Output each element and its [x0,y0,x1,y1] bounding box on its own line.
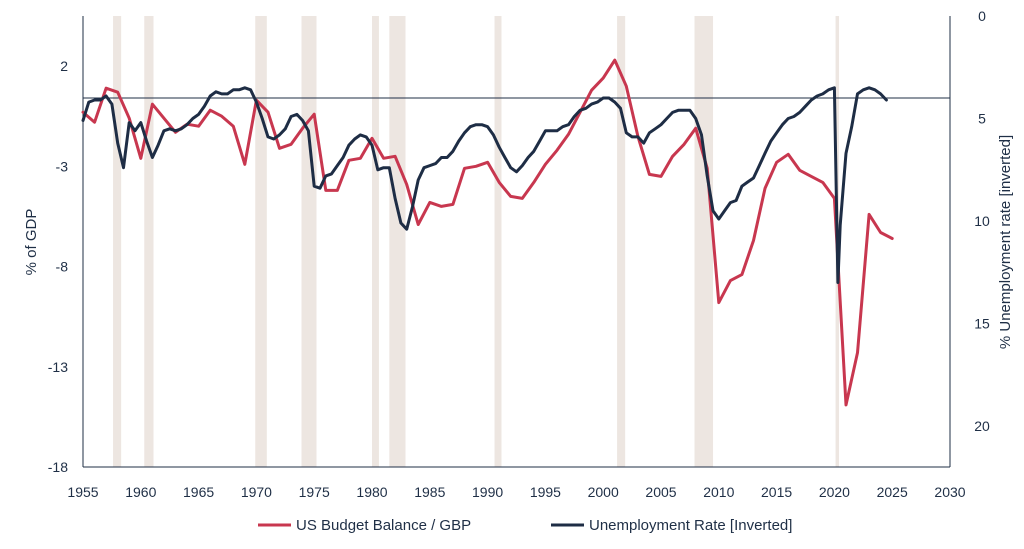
y-left-tick-label: -8 [56,259,69,275]
y-right-tick-label: 5 [978,111,986,127]
x-tick-label: 1980 [356,484,387,500]
x-tick-label: 1995 [530,484,561,500]
x-tick-label: 2000 [588,484,619,500]
y-left-tick-label: 2 [60,58,68,74]
recession-band [372,16,379,467]
recession-band [255,16,267,467]
recession-band [694,16,714,467]
x-tick-label: 1955 [67,484,98,500]
x-tick-label: 1960 [125,484,156,500]
recession-band [494,16,502,467]
x-tick-label: 2025 [877,484,908,500]
legend-label-unemployment: Unemployment Rate [Inverted] [589,517,792,534]
x-tick-label: 2010 [703,484,734,500]
y-right-tick-label: 15 [974,316,990,332]
x-tick-label: 2030 [934,484,965,500]
budget-balance-line [81,58,894,407]
y-left-tick-label: -13 [48,359,68,375]
recession-band [301,16,317,467]
x-tick-label: 2015 [761,484,792,500]
x-tick-label: 2020 [819,484,850,500]
x-tick-label: 1970 [241,484,272,500]
axes [82,16,951,468]
y-right-tick-label: 0 [978,8,986,24]
x-tick-label: 1990 [472,484,503,500]
y-right-tick-label: 20 [974,418,990,434]
series-lines [81,58,894,407]
right-axis-title: % Unemployment rate [inverted] [997,135,1014,349]
recession-band [113,16,122,467]
y-left-tick-label: -18 [48,459,68,475]
y-right-tick-label: 10 [974,213,990,229]
recession-band [389,16,406,467]
recession-band [144,16,154,467]
recession-band [617,16,626,467]
legend: US Budget Balance / GBP Unemployment Rat… [258,517,792,534]
tick-labels: 1955 1960 1965 1970 1975 1980 1985 1990 1995 2000… [48,8,990,500]
y-left-tick-label: -3 [56,158,69,174]
x-tick-label: 2005 [645,484,676,500]
left-axis-title: % of GDP [23,209,40,276]
x-tick-label: 1965 [183,484,214,500]
legend-label-budget: US Budget Balance / GBP [296,517,471,534]
x-tick-label: 1985 [414,484,445,500]
x-tick-label: 1975 [299,484,330,500]
recession-bands [113,16,840,467]
unemployment-rate-line [81,86,888,284]
